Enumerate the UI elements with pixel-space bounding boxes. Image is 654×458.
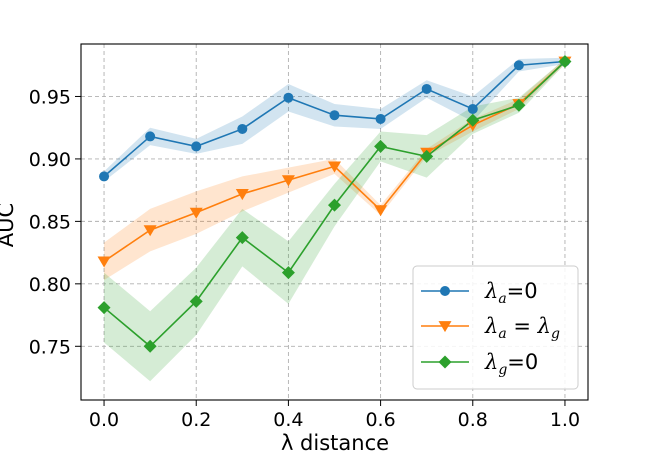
y-axis-ticks: 0.75 0.80 0.85 0.90 0.95 [29, 86, 81, 358]
y-tick-label: 0.85 [29, 211, 71, 233]
series-a-zero-point [421, 83, 432, 94]
series-a-zero-point [191, 141, 202, 152]
series-a-equals-g-point [189, 207, 203, 219]
series-g-zero-point [143, 339, 157, 353]
legend: λa=0 λa = λg λg=0 [412, 265, 579, 390]
legend-label: λg=0 [484, 350, 538, 378]
series-g-zero-point [97, 301, 111, 315]
series-a-zero-point [513, 60, 524, 71]
y-tick-label: 0.75 [29, 336, 71, 358]
series-a-zero-point [145, 131, 156, 142]
series-g-zero-point [558, 54, 572, 68]
series-a-equals-g-point [281, 175, 295, 187]
x-tick-label: 0.2 [181, 409, 211, 431]
legend-marker [440, 286, 450, 296]
series-a-zero-point [329, 110, 340, 121]
legend-marker [438, 321, 452, 333]
legend-label: λa=0 [484, 279, 538, 307]
legend-item-a-zero: λa=0 [421, 279, 538, 307]
series-g-zero-point [512, 98, 526, 112]
grid [81, 44, 588, 400]
legend-marker [438, 355, 452, 369]
legend-label: λa = λg [484, 314, 560, 342]
series-a-equals-g-point [143, 225, 157, 237]
y-tick-label: 0.80 [29, 274, 71, 296]
series-g-zero-point [235, 231, 249, 245]
x-tick-label: 0.8 [458, 409, 488, 431]
series-a-equals-g-point [374, 205, 388, 217]
x-tick-label: 0.4 [273, 409, 303, 431]
series-g-zero-point [189, 294, 203, 308]
y-tick-label: 0.95 [29, 86, 71, 108]
series-g-zero-point [466, 113, 480, 127]
series-markers [97, 54, 572, 353]
series-a-equals-g-point [235, 189, 249, 201]
x-tick-label: 1.0 [550, 409, 580, 431]
series-a-zero-point [237, 123, 248, 134]
x-axis-ticks: 0.0 0.2 0.4 0.6 0.8 1.0 [89, 400, 580, 431]
plot-frame [80, 43, 589, 401]
series-a-zero-point [283, 92, 294, 103]
series-a-equals-g-point [328, 161, 341, 173]
y-tick-label: 0.90 [29, 149, 71, 171]
series-g-zero-point [328, 198, 341, 212]
x-tick-label: 0.0 [89, 409, 119, 431]
y-axis-label: AUC [0, 203, 18, 247]
x-axis-label: λ distance [281, 431, 389, 455]
x-tick-label: 0.6 [365, 409, 395, 431]
series-a-zero-point [467, 103, 478, 114]
series-a-zero-point [99, 171, 110, 182]
legend-box [412, 265, 579, 390]
series-g-zero-point [374, 139, 388, 153]
series-g-zero-point [281, 266, 295, 280]
series-g-zero-point [420, 149, 434, 163]
legend-item-a-equals-g: λa = λg [421, 314, 560, 342]
series-a-zero-point [375, 113, 386, 124]
series-a-equals-g-point [97, 256, 111, 268]
legend-item-g-zero: λg=0 [421, 350, 538, 378]
